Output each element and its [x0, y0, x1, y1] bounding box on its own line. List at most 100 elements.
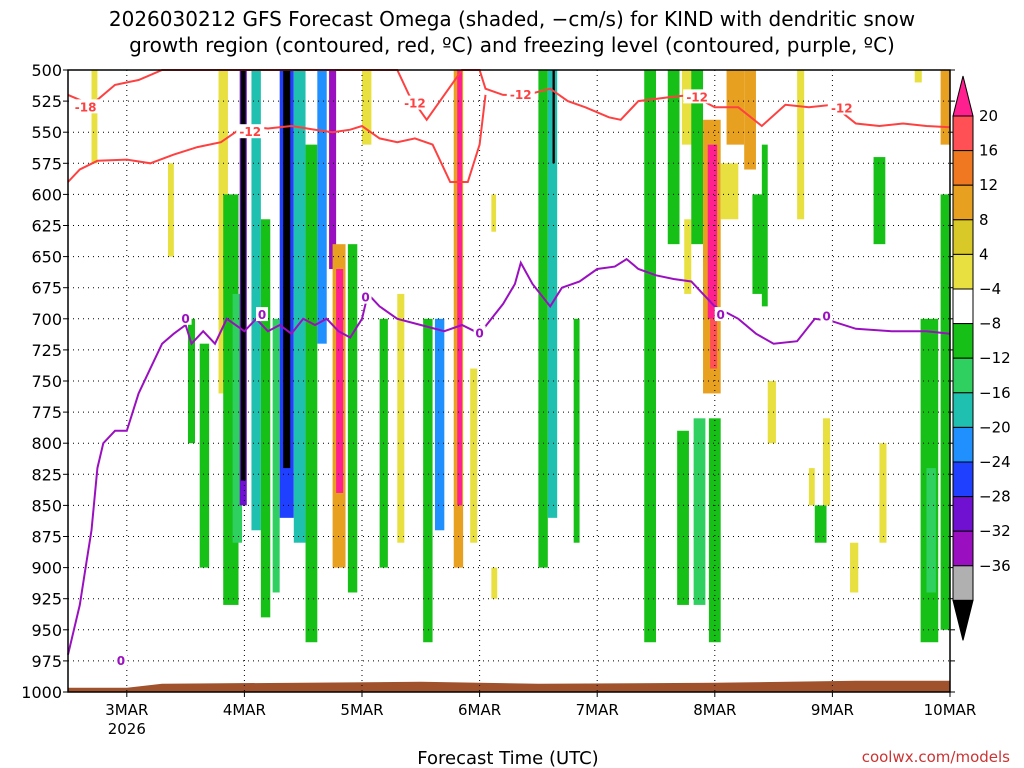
dgz-contour-label-3: -12: [510, 88, 532, 102]
omega-band-19: [336, 269, 344, 493]
omega-band-23: [397, 293, 405, 543]
colorbar: 20 16 12 8 4 −4 −8 −12 −16 −20 −24 −28 −32 −36: [952, 75, 1011, 641]
dgz-contour-label-4: -12: [686, 90, 708, 104]
colorbar-label-11: −28: [979, 488, 1011, 506]
omega-band-63: [940, 194, 950, 630]
y-tick-label-625: 625: [31, 217, 62, 236]
dgz-contour-label-2-bg: [400, 95, 429, 110]
y-tick-label-800: 800: [31, 434, 62, 453]
colorbar-label-1: 16: [979, 142, 998, 160]
omega-band-29: [491, 194, 497, 232]
omega-band-35: [644, 70, 656, 643]
colorbar-swatch-0: [952, 115, 974, 152]
omega-band-28: [470, 368, 478, 543]
y-tick-label-875: 875: [31, 528, 62, 547]
omega-band-51: [767, 381, 776, 444]
freezing-level-label-1-bg: [179, 310, 192, 325]
dgz-contour-label-0-bg: [71, 99, 100, 114]
freezing-level-label-6: 0: [822, 309, 830, 323]
omega-band-62: [940, 70, 950, 145]
dgz-contour-label-0: -18: [75, 100, 97, 114]
y-tick-label-825: 825: [31, 465, 62, 484]
colorbar-swatch-8: [952, 392, 974, 428]
y-tick-label-500: 500: [31, 61, 62, 80]
x-tick-label-6MAR: 6MAR: [458, 701, 501, 719]
plot-area: -18 -12 -12 -12 -12 -12 0 0 0 0 0 0 0: [67, 69, 951, 693]
y-tick-label-575: 575: [31, 154, 62, 173]
omega-band-25: [434, 318, 445, 531]
colorbar-swatch-2: [952, 184, 974, 221]
y-tick-label-650: 650: [31, 248, 62, 267]
credit-text: coolwx.com/models: [862, 748, 1010, 766]
omega-band-53: [808, 468, 815, 506]
colorbar-label-2: 12: [979, 176, 998, 194]
omega-band-36: [667, 70, 680, 245]
y-tick-label-725: 725: [31, 341, 62, 360]
chart-title-line-1: 2026030212 GFS Forecast Omega (shaded, −…: [109, 7, 915, 31]
omega-band-0: [91, 70, 98, 164]
y-tick-label-850: 850: [31, 496, 62, 515]
colorbar-swatch-13: [952, 565, 974, 601]
omega-band-57: [873, 157, 886, 245]
y-tick-label-975: 975: [31, 652, 62, 671]
colorbar-label-6: −8: [979, 315, 1001, 333]
colorbar-label-10: −24: [979, 453, 1011, 471]
colorbar-bottom-arrow: [952, 599, 974, 641]
freezing-level-label-2: 0: [258, 308, 266, 322]
omega-band-1: [167, 163, 174, 257]
omega-band-21: [362, 70, 372, 145]
omega-band-43: [707, 144, 718, 319]
omega-band-41: [693, 418, 706, 605]
colorbar-label-5: −4: [979, 280, 1001, 298]
x-tick-sublabel-3MAR: 2026: [108, 720, 146, 738]
omega-band-10: [260, 219, 271, 618]
x-tick-label-5MAR: 5MAR: [340, 701, 383, 719]
y-tick-label-675: 675: [31, 279, 62, 298]
colorbar-label-3: 8: [979, 211, 989, 229]
omega-band-20: [347, 244, 358, 593]
omega-band-59: [914, 70, 922, 83]
dgz-contour-label-4-bg: [683, 89, 712, 104]
omega-band-44: [710, 318, 718, 369]
y-tick-label-700: 700: [31, 310, 62, 329]
colorbar-label-7: −12: [979, 349, 1011, 367]
dgz-contour-label-1: -12: [239, 125, 261, 139]
colorbar-swatch-3: [952, 219, 974, 255]
omega-band-11: [272, 318, 280, 593]
colorbar-label-9: −20: [979, 418, 1011, 436]
omega-band-48: [744, 70, 756, 170]
y-tick-label-950: 950: [31, 621, 62, 640]
omega-band-37: [677, 430, 689, 605]
omega-band-17: [329, 70, 337, 270]
dgz-lower-contour: [67, 94, 487, 183]
omega-band-55: [822, 418, 831, 506]
omega-band-3: [199, 343, 210, 568]
freezing-level-label-3: 0: [361, 291, 369, 305]
y-tick-label-925: 925: [31, 590, 62, 609]
omega-band-33: [552, 70, 555, 164]
omega-band-46: [720, 163, 739, 220]
omega-band-15: [305, 144, 318, 643]
x-tick-label-4MAR: 4MAR: [223, 701, 266, 719]
x-tick-label-3MAR: 3MAR: [105, 701, 148, 719]
colorbar-label-8: −16: [979, 384, 1011, 402]
y-tick-label-1000: 1000: [21, 683, 62, 702]
dgz-contour-label-1-bg: [236, 124, 265, 139]
omega-band-13: [283, 70, 291, 469]
y-tick-label-775: 775: [31, 403, 62, 422]
freezing-level-label-2-bg: [256, 307, 269, 322]
omega-band-52: [797, 70, 805, 220]
colorbar-swatch-6: [952, 323, 974, 359]
omega-band-30: [491, 567, 498, 599]
omega-band-2: [187, 318, 196, 444]
omega-band-8: [240, 70, 246, 481]
colorbar-label-0: 20: [979, 107, 998, 125]
omega-band-9: [251, 70, 261, 531]
omega-band-50: [761, 144, 768, 307]
chart-title-line-2: growth region (contoured, red, ºC) and f…: [129, 33, 895, 57]
dgz-contour-label-5-bg: [827, 100, 856, 115]
omega-band-39: [684, 219, 692, 294]
axes: 500 525 550 575 600 625 650 675 700 725 750 775 800 8…: [21, 61, 976, 738]
